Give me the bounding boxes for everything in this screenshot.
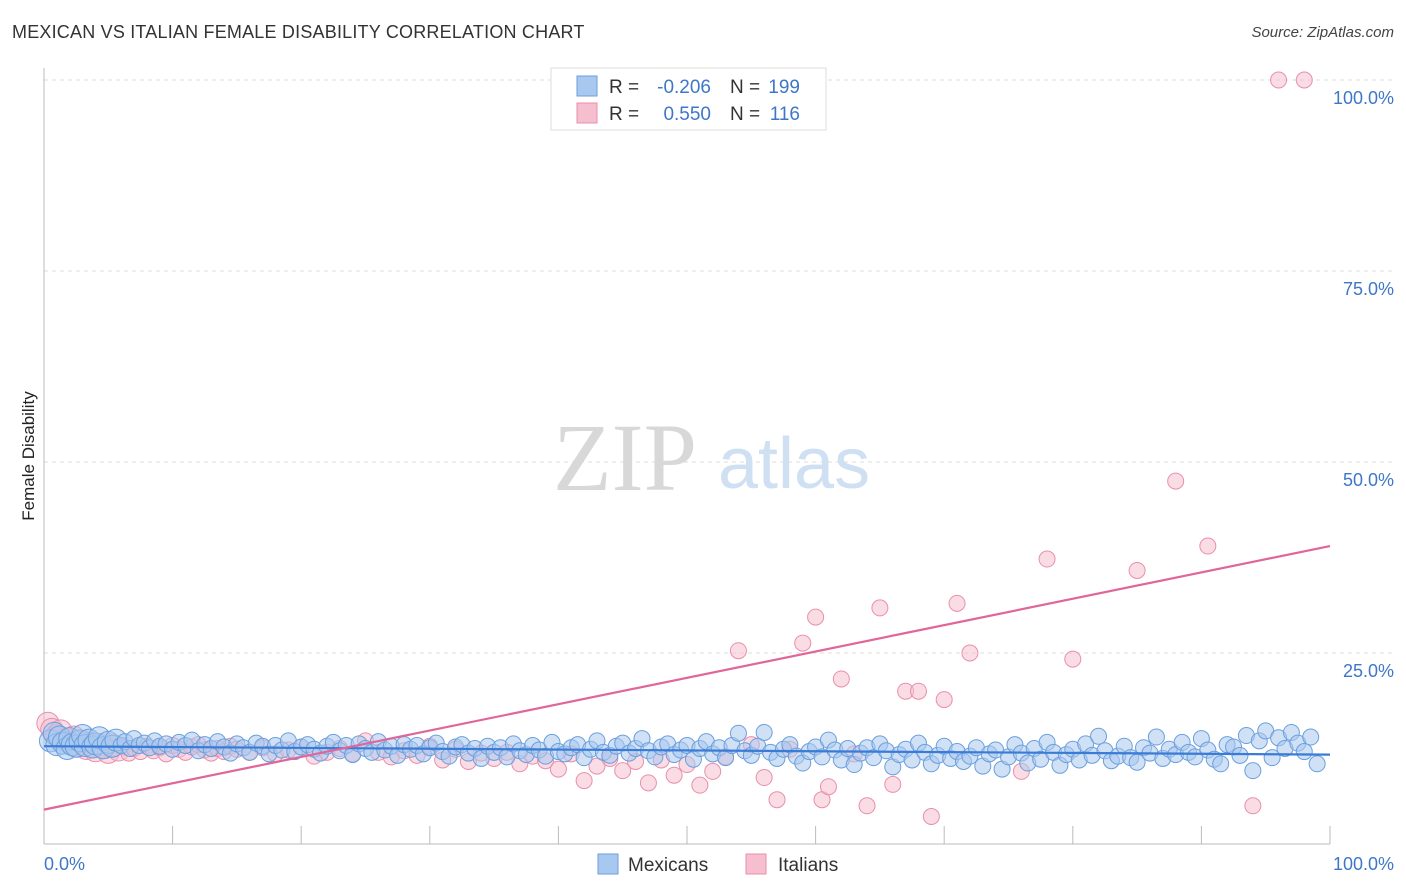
stats-legend-mexicans-swatch — [576, 75, 598, 97]
italian-point-63 — [588, 757, 606, 775]
stats-legend: R = -0.206 N = 199 R = 0.550 N = 116 — [550, 67, 827, 131]
italian-point-95 — [1038, 550, 1056, 568]
italian-trend-line — [43, 544, 1331, 811]
italian-point-76 — [755, 769, 773, 787]
x-tick-label-max: 100.0% — [1333, 854, 1394, 874]
italian-point-101 — [1270, 71, 1288, 89]
italian-point-102 — [1295, 71, 1313, 89]
mexican-point-206 — [1295, 743, 1313, 761]
italian-point-98 — [1167, 472, 1185, 490]
italian-point-82 — [819, 778, 837, 796]
y-tick-label-25: 25.0% — [1343, 661, 1394, 681]
mexican-point-198 — [1244, 762, 1262, 780]
x-tick-label-min: 0.0% — [44, 854, 85, 874]
italian-point-79 — [794, 634, 812, 652]
stats-legend-mexicans-n-label: N = — [730, 77, 760, 98]
mexican-point-207 — [1302, 728, 1320, 746]
stats-legend-italians-n-value: 116 — [770, 104, 800, 125]
italian-point-91 — [935, 691, 953, 709]
legend-mexicans-label: Mexicans — [628, 855, 708, 876]
legend-italians-label: Italians — [778, 855, 838, 876]
italian-point-86 — [871, 599, 889, 617]
watermark-atlas: atlas — [718, 424, 870, 504]
italian-point-83 — [832, 670, 850, 688]
stats-legend-mexicans-r-value: -0.206 — [657, 77, 711, 98]
trendlines — [43, 544, 1331, 811]
italian-point-92 — [948, 594, 966, 612]
mexican-point-208 — [1308, 755, 1326, 773]
y-axis-title: Female Disability — [19, 391, 38, 521]
italian-point-87 — [884, 775, 902, 793]
chart-title: MEXICAN VS ITALIAN FEMALE DISABILITY COR… — [12, 22, 585, 42]
italian-point-65 — [614, 762, 632, 780]
mexican-point-193 — [1212, 755, 1230, 773]
italian-point-93 — [961, 644, 979, 662]
y-tick-label-100: 100.0% — [1333, 88, 1394, 108]
italian-point-80 — [807, 608, 825, 626]
stats-legend-mexicans-n-value: 199 — [768, 77, 800, 98]
bottom-legend: Mexicans Italians — [597, 853, 838, 876]
y-axis-tick-labels: 25.0% 50.0% 75.0% 100.0% — [1333, 88, 1394, 681]
watermark-zip: ZIP — [553, 404, 697, 511]
italian-point-62 — [575, 772, 593, 790]
italian-point-96 — [1064, 650, 1082, 668]
mexican-point-183 — [1147, 728, 1165, 746]
y-tick-label-50: 50.0% — [1343, 470, 1394, 490]
italian-point-89 — [909, 682, 927, 700]
stats-legend-italians-n-label: N = — [730, 104, 760, 125]
stats-legend-italians-r-label: R = — [609, 104, 639, 125]
italian-point-67 — [639, 774, 657, 792]
italian-point-71 — [691, 776, 709, 794]
source-label: Source: ZipAtlas.com — [1251, 24, 1394, 41]
mexican-point-118 — [729, 724, 747, 742]
stats-legend-italians-swatch — [576, 102, 598, 124]
legend-italians-swatch — [745, 853, 767, 875]
italian-point-100 — [1244, 797, 1262, 815]
italian-point-60 — [549, 760, 567, 778]
mexican-point-174 — [1090, 727, 1108, 745]
italian-point-72 — [704, 762, 722, 780]
y-tick-label-75: 75.0% — [1343, 279, 1394, 299]
stats-legend-italians-r-value: 0.550 — [663, 104, 711, 125]
stats-legend-mexicans-r-label: R = — [609, 77, 639, 98]
italian-point-90 — [922, 807, 940, 825]
legend-mexicans-swatch — [597, 853, 619, 875]
italian-point-99 — [1199, 537, 1217, 555]
italian-point-85 — [858, 797, 876, 815]
mexican-point-122 — [755, 723, 773, 741]
italian-point-77 — [768, 791, 786, 809]
gridlines — [44, 79, 1394, 654]
italian-point-69 — [665, 766, 683, 784]
italian-point-74 — [729, 642, 747, 660]
x-axis-ticks — [43, 826, 1331, 844]
mexican-trend-line — [43, 745, 1331, 756]
italian-point-97 — [1128, 561, 1146, 579]
mexican-point-196 — [1231, 746, 1249, 764]
